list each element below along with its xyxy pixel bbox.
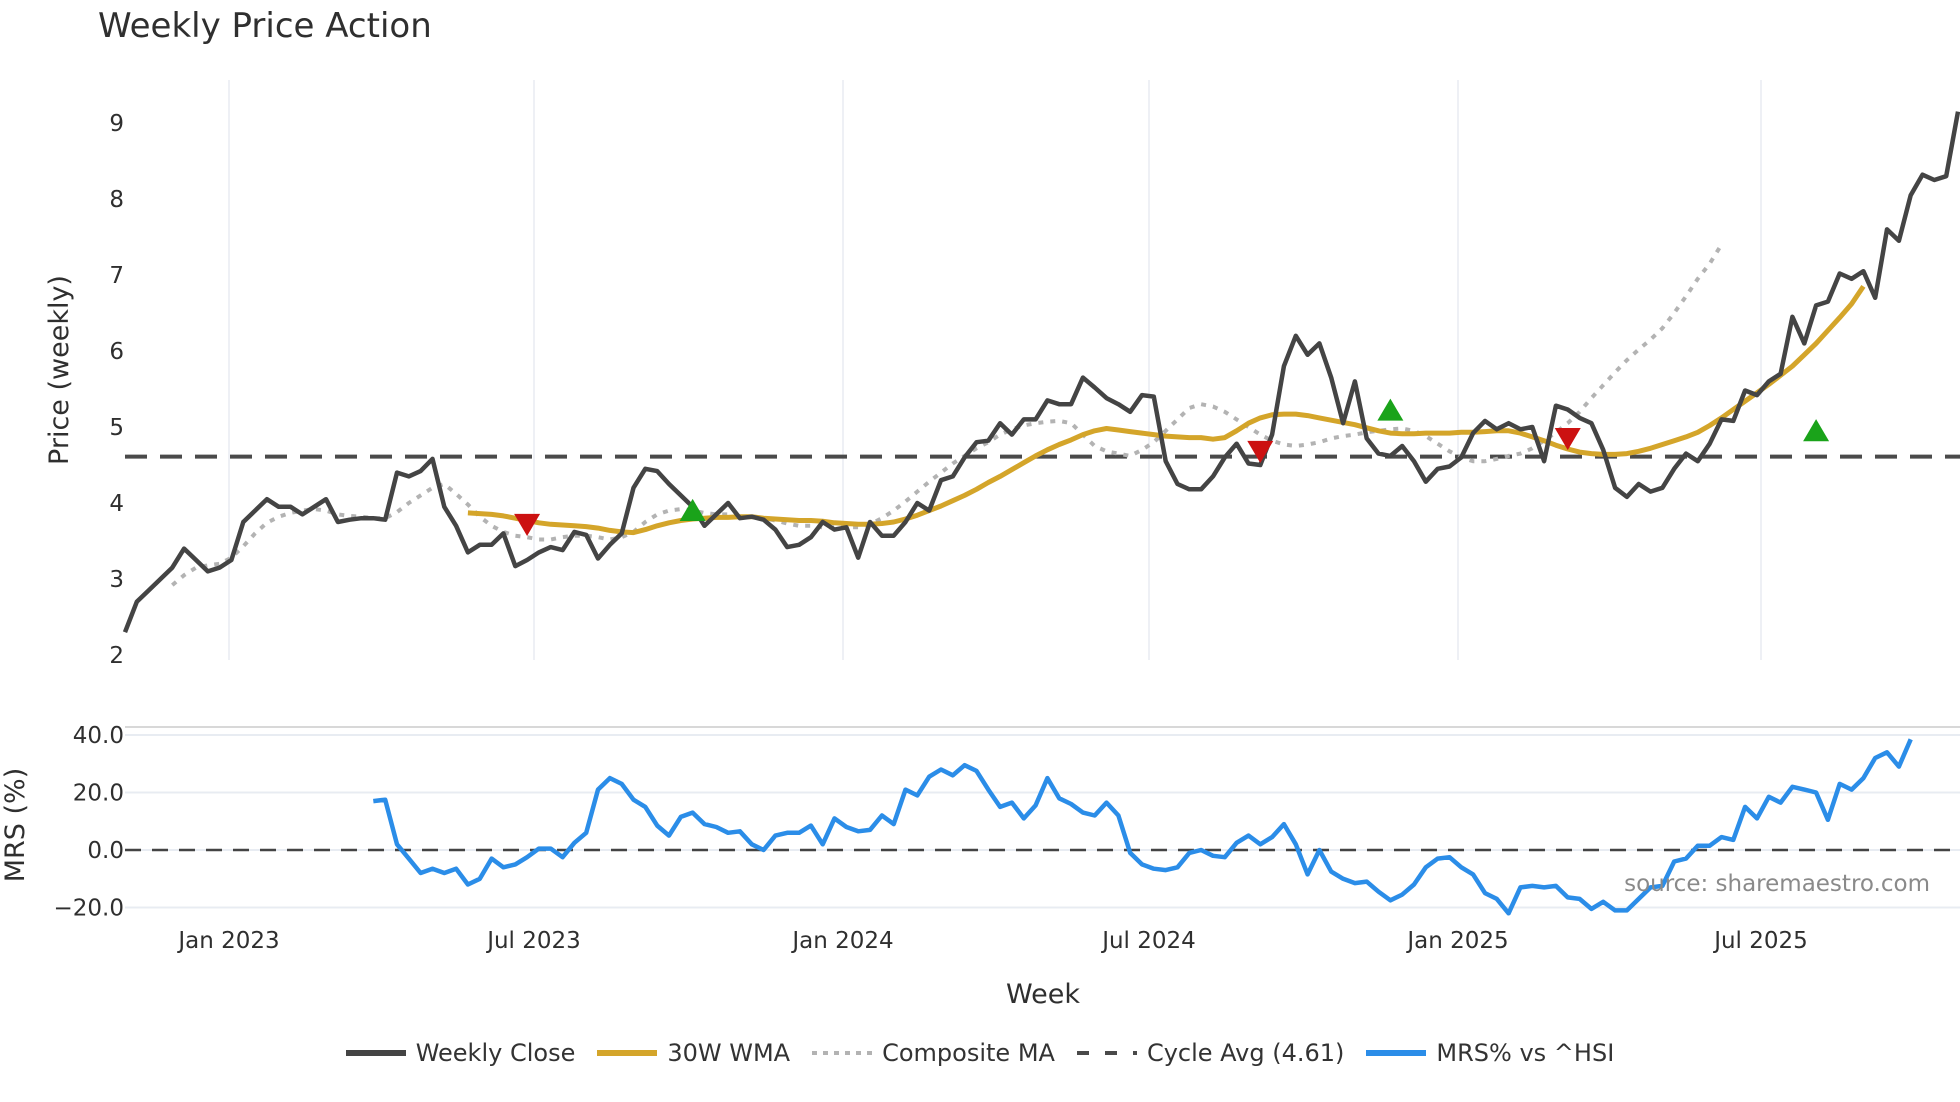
- x-axis-title: Week: [1006, 979, 1080, 1010]
- legend-label: Composite MA: [882, 1039, 1055, 1067]
- price-y-tick: 6: [109, 339, 124, 365]
- mrs-y-axis: 40.0 20.0 0.0 −20.0: [54, 723, 124, 922]
- mrs-y-tick: 0.0: [87, 838, 124, 864]
- legend-item[interactable]: Composite MA: [812, 1039, 1055, 1067]
- legend-item[interactable]: 30W WMA: [597, 1039, 790, 1067]
- price-y-axis: 2 3 4 5 6 7 8 9: [109, 111, 124, 669]
- source-attribution: source: sharemaestro.com: [1624, 871, 1930, 897]
- sell-signal-triangle-down-icon: [1554, 428, 1581, 451]
- legend-swatch-icon: [812, 1051, 873, 1055]
- legend: Weekly Close 30W WMA Composite MA Cycle Avg…: [0, 1035, 1960, 1071]
- legend-label: Weekly Close: [415, 1039, 576, 1067]
- legend-swatch-icon: [1366, 1050, 1427, 1056]
- price-axis-title: Price (weekly): [44, 275, 75, 465]
- price-y-tick: 8: [109, 187, 124, 213]
- mrs-line: [373, 738, 1913, 916]
- x-tick: Jan 2024: [790, 928, 893, 954]
- mrs-y-tick: 40.0: [73, 723, 124, 749]
- legend-swatch-icon: [1076, 1051, 1137, 1055]
- price-y-tick: 7: [109, 263, 124, 289]
- mrs-y-tick: −20.0: [54, 896, 124, 922]
- composite-ma-line: [171, 243, 1724, 587]
- legend-label: 30W WMA: [667, 1039, 791, 1067]
- legend-item[interactable]: Weekly Close: [345, 1039, 576, 1067]
- x-tick: Jul 2024: [1100, 928, 1196, 954]
- sell-signal-triangle-down-icon: [514, 513, 541, 536]
- mrs-y-tick: 20.0: [73, 781, 124, 807]
- legend-label: MRS% vs ^HSI: [1436, 1039, 1615, 1067]
- price-y-tick: 4: [109, 491, 124, 517]
- sell-signal-triangle-down-icon: [1247, 440, 1274, 464]
- legend-swatch-icon: [597, 1050, 658, 1056]
- x-tick: Jul 2023: [485, 928, 581, 954]
- signal-markers: [514, 398, 1830, 536]
- gridlines: [125, 80, 1960, 909]
- x-tick: Jul 2025: [1712, 928, 1808, 954]
- legend-item[interactable]: Cycle Avg (4.61): [1076, 1039, 1345, 1067]
- price-y-tick: 5: [109, 415, 124, 441]
- x-tick: Jan 2025: [1405, 928, 1508, 954]
- price-y-tick: 3: [109, 567, 124, 593]
- price-y-tick: 2: [109, 643, 124, 669]
- buy-signal-triangle-up-icon: [679, 498, 706, 521]
- x-tick: Jan 2023: [176, 928, 279, 954]
- buy-signal-triangle-up-icon: [1377, 398, 1404, 421]
- weekly-close-line: [122, 111, 1960, 634]
- x-axis: Jan 2023 Jul 2023 Jan 2024 Jul 2024 Jan 2025…: [176, 928, 1807, 954]
- legend-item[interactable]: MRS% vs ^HSI: [1366, 1039, 1614, 1067]
- price-y-tick: 9: [109, 111, 124, 137]
- legend-swatch-icon: [345, 1050, 406, 1056]
- buy-signal-triangle-up-icon: [1803, 419, 1830, 442]
- chart-title: Weekly Price Action: [98, 6, 432, 46]
- mrs-axis-title: MRS (%): [0, 768, 31, 883]
- legend-label: Cycle Avg (4.61): [1146, 1039, 1345, 1067]
- wma30-line: [467, 285, 1866, 536]
